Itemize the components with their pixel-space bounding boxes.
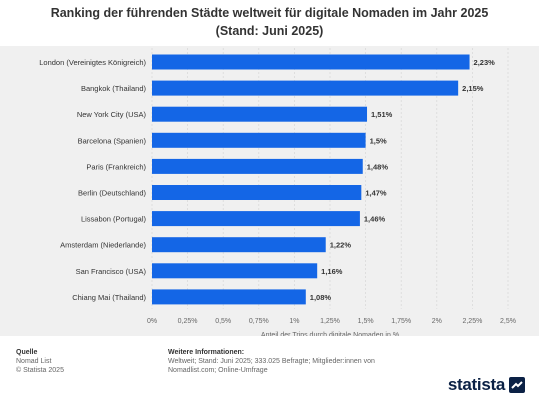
source-line2: © Statista 2025 [16,367,64,374]
bar [152,54,470,70]
x-tick-label: 2% [432,318,442,325]
category-label: Bangkok (Thailand) [81,84,147,93]
statista-logo-icon [509,377,525,393]
source-line1: Nomad List [16,358,52,365]
bar [152,263,318,279]
chart-title-line1: Ranking der führenden Städte weltweit fü… [50,6,489,20]
x-tick-label: 0% [147,318,157,325]
category-label: Amsterdam (Niederlande) [60,241,146,250]
bar [152,106,368,122]
category-label: Berlin (Deutschland) [78,189,146,198]
source-heading: Quelle [16,349,38,356]
x-tick-label: 0,25% [178,318,198,325]
bar [152,80,459,96]
value-label: 2,15% [462,84,484,93]
source-block: Quelle Nomad List © Statista 2025 [16,348,64,375]
info-line2: Nomadlist.com; Online-Umfrage [168,367,268,374]
x-tick-label: 1,75% [391,318,411,325]
value-label: 1,51% [371,110,393,119]
x-tick-label: 2,25% [462,318,482,325]
x-tick-label: 0,5% [215,318,231,325]
category-label: London (Vereinigtes Königreich) [39,58,146,67]
x-axis-label: Anteil der Trips durch digitale Nomaden … [261,332,399,336]
category-label: New York City (USA) [77,110,147,119]
bar [152,289,306,305]
chart-title-line2: (Stand: Juni 2025) [215,24,324,38]
category-label: Barcelona (Spanien) [78,136,147,145]
value-label: 1,08% [310,293,332,302]
category-label: Lissabon (Portugal) [81,215,147,224]
bar [152,211,360,227]
category-label: San Francisco (USA) [76,267,147,276]
value-label: 1,46% [364,215,386,224]
x-tick-label: 2,5% [500,318,516,325]
info-line1: Weltweit; Stand: Juni 2025; 333.025 Befr… [168,358,375,365]
bar [152,158,363,174]
value-label: 1,48% [367,162,389,171]
category-label: Chiang Mai (Thailand) [72,293,146,302]
bar-chart: London (Vereinigtes Königreich) 2,23% Bang… [39,48,516,336]
value-label: 2,23% [474,58,496,67]
bar [152,185,362,200]
statista-brand[interactable]: statista [448,375,525,395]
value-label: 1,5% [370,136,387,145]
brand-name: statista [447,375,505,394]
footer: Quelle Nomad List © Statista 2025 Weiter… [0,344,539,401]
bar [152,132,366,148]
chart-title: Ranking der führenden Städte weltweit fü… [0,4,539,40]
x-tick-label: 1% [289,318,299,325]
info-heading: Weitere Informationen: [168,349,245,356]
value-label: 1,47% [365,189,387,198]
x-tick-label: 0,75% [249,318,269,325]
info-block: Weitere Informationen: Weltweit; Stand: … [168,348,375,375]
value-label: 1,22% [330,241,352,250]
x-tick-label: 1,25% [320,318,340,325]
category-label: Paris (Frankreich) [86,162,146,171]
x-tick-label: 1,5% [358,318,374,325]
value-label: 1,16% [321,267,343,276]
bar [152,237,326,253]
